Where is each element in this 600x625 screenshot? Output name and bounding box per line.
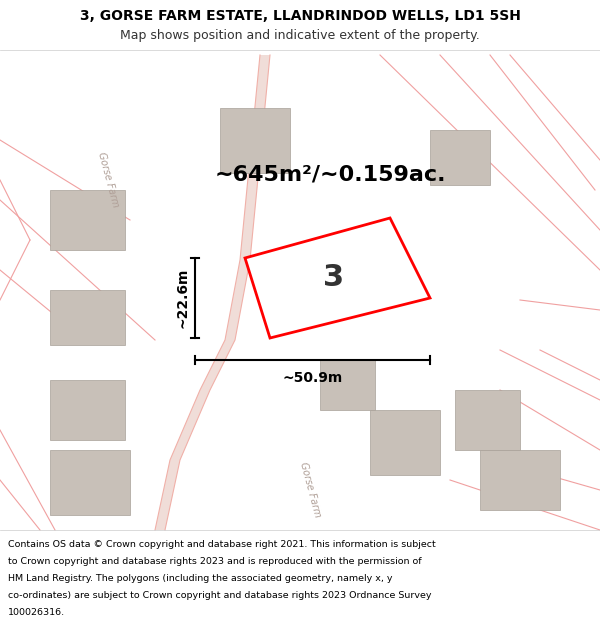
Bar [50,380,125,440]
Bar [370,410,440,475]
Text: co-ordinates) are subject to Crown copyright and database rights 2023 Ordnance S: co-ordinates) are subject to Crown copyr… [8,591,431,600]
Text: ~50.9m: ~50.9m [283,371,343,385]
Text: 100026316.: 100026316. [8,608,65,617]
Bar [430,130,490,185]
Bar [0,530,600,625]
Text: ~22.6m: ~22.6m [176,268,190,328]
Bar [320,360,375,410]
Bar [0,0,600,50]
Bar [0,50,600,530]
Bar [480,450,560,510]
Text: 3, GORSE FARM ESTATE, LLANDRINDOD WELLS, LD1 5SH: 3, GORSE FARM ESTATE, LLANDRINDOD WELLS,… [80,9,520,23]
Bar [220,108,290,173]
Polygon shape [245,218,430,338]
Text: Gorse Farm: Gorse Farm [96,151,120,209]
Text: 3: 3 [323,264,344,292]
Bar [50,450,130,515]
Text: Map shows position and indicative extent of the property.: Map shows position and indicative extent… [120,29,480,41]
Polygon shape [155,55,270,530]
Text: to Crown copyright and database rights 2023 and is reproduced with the permissio: to Crown copyright and database rights 2… [8,557,422,566]
Text: HM Land Registry. The polygons (including the associated geometry, namely x, y: HM Land Registry. The polygons (includin… [8,574,392,583]
Text: Contains OS data © Crown copyright and database right 2021. This information is : Contains OS data © Crown copyright and d… [8,540,436,549]
Text: ~645m²/~0.159ac.: ~645m²/~0.159ac. [214,165,446,185]
Bar [455,390,520,450]
Bar [50,290,125,345]
Bar [50,190,125,250]
Text: Gorse Farm: Gorse Farm [298,461,322,519]
